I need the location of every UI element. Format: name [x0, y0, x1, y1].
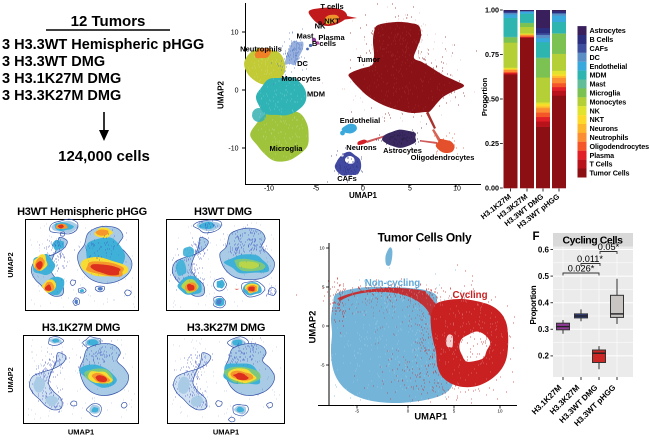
svg-text:H3WT DMG: H3WT DMG — [194, 206, 252, 218]
svg-text:0: 0 — [322, 324, 325, 329]
svg-text:CAFs: CAFs — [590, 44, 608, 53]
svg-text:Astrocytes: Astrocytes — [590, 26, 626, 35]
svg-text:Mast: Mast — [296, 32, 314, 41]
svg-text:3 H3.1K27M DMG: 3 H3.1K27M DMG — [2, 71, 121, 87]
svg-text:Tumor Cells: Tumor Cells — [590, 169, 630, 178]
svg-text:DC: DC — [590, 53, 600, 62]
svg-text:Proportion: Proportion — [529, 285, 538, 324]
svg-text:Oligodendrocytes: Oligodendrocytes — [411, 153, 475, 162]
svg-text:10: 10 — [231, 30, 239, 37]
svg-text:Monocytes: Monocytes — [281, 74, 320, 83]
svg-text:0.2: 0.2 — [538, 352, 550, 361]
svg-text:H3WT Hemispheric pHGG: H3WT Hemispheric pHGG — [17, 206, 147, 218]
svg-text:0.5: 0.5 — [538, 272, 550, 281]
svg-text:NK: NK — [315, 22, 326, 31]
svg-text:Endothelial: Endothelial — [590, 62, 628, 71]
svg-text:0: 0 — [407, 409, 410, 414]
svg-text:3 H3.3WT Hemispheric pHGG: 3 H3.3WT Hemispheric pHGG — [2, 37, 204, 53]
svg-text:NK: NK — [590, 106, 601, 115]
svg-text:Monocytes: Monocytes — [590, 97, 627, 106]
svg-text:UMAP1: UMAP1 — [213, 428, 239, 437]
svg-text:-10: -10 — [228, 146, 238, 153]
svg-text:DC: DC — [297, 59, 308, 68]
svg-text:Neurons: Neurons — [346, 143, 376, 152]
svg-text:1.00: 1.00 — [485, 6, 499, 15]
svg-text:0.25: 0.25 — [485, 139, 499, 148]
svg-text:0.011*: 0.011* — [577, 254, 603, 264]
svg-text:Non-cycling: Non-cycling — [365, 278, 421, 289]
svg-text:UMAP1: UMAP1 — [68, 428, 94, 437]
svg-text:Endothelial: Endothelial — [340, 116, 380, 125]
svg-text:5: 5 — [453, 409, 456, 414]
svg-text:Cycling: Cycling — [453, 290, 488, 301]
svg-text:B Cells: B Cells — [590, 35, 614, 44]
svg-text:5: 5 — [322, 285, 325, 290]
svg-text:B cells: B cells — [312, 39, 336, 48]
svg-text:10: 10 — [319, 246, 325, 251]
svg-text:Cycling Cells: Cycling Cells — [562, 235, 623, 247]
svg-text:NKT: NKT — [324, 17, 340, 26]
svg-text:Microglia: Microglia — [590, 89, 622, 98]
svg-text:-5: -5 — [313, 186, 319, 193]
svg-text:-5: -5 — [320, 363, 324, 368]
svg-text:10: 10 — [497, 409, 503, 414]
svg-text:0.05*: 0.05* — [598, 242, 620, 252]
svg-text:MDM: MDM — [590, 71, 607, 80]
svg-text:Neutrophils: Neutrophils — [240, 45, 282, 54]
svg-text:124,000 cells: 124,000 cells — [58, 148, 150, 165]
svg-text:Neurons: Neurons — [590, 124, 619, 133]
svg-text:Proportion: Proportion — [480, 77, 489, 116]
svg-text:Neutrophils: Neutrophils — [590, 133, 629, 142]
svg-text:Tumor Cells Only: Tumor Cells Only — [378, 231, 472, 245]
svg-text:0.50: 0.50 — [485, 95, 499, 104]
svg-text:-10: -10 — [264, 186, 274, 193]
svg-text:0: 0 — [361, 186, 365, 193]
svg-text:Astrocytes: Astrocytes — [383, 146, 422, 155]
svg-text:UMAP1: UMAP1 — [349, 191, 378, 200]
svg-text:UMAP2: UMAP2 — [6, 367, 15, 392]
svg-text:0.026*: 0.026* — [568, 264, 595, 274]
svg-text:0.4: 0.4 — [538, 299, 550, 308]
svg-text:0.00: 0.00 — [485, 184, 499, 193]
svg-text:UMAP1: UMAP1 — [414, 411, 447, 422]
svg-text:UMAP2: UMAP2 — [6, 252, 15, 277]
svg-text:Microglia: Microglia — [270, 144, 304, 153]
svg-text:Oligodendrocytes: Oligodendrocytes — [590, 142, 650, 151]
svg-text:0.75: 0.75 — [485, 50, 499, 59]
svg-text:F: F — [532, 231, 539, 243]
svg-text:10: 10 — [453, 186, 461, 193]
svg-text:0: 0 — [235, 88, 239, 95]
svg-text:H3.3K27M DMG: H3.3K27M DMG — [187, 322, 265, 334]
svg-text:0.6: 0.6 — [538, 245, 550, 254]
svg-text:T Cells: T Cells — [590, 160, 613, 169]
svg-text:0.3: 0.3 — [538, 325, 550, 334]
svg-text:3 H3.3WT DMG: 3 H3.3WT DMG — [2, 54, 105, 70]
svg-text:Plasma: Plasma — [590, 151, 616, 160]
svg-text:5: 5 — [408, 186, 412, 193]
svg-text:T cells: T cells — [320, 2, 343, 11]
svg-text:MDM: MDM — [307, 90, 325, 99]
svg-text:NKT: NKT — [590, 115, 605, 124]
svg-text:UMAP2: UMAP2 — [307, 311, 318, 344]
svg-text:12 Tumors: 12 Tumors — [71, 13, 146, 30]
svg-text:-5: -5 — [355, 409, 359, 414]
svg-text:H3.1K27M DMG: H3.1K27M DMG — [42, 322, 120, 334]
svg-text:CAFs: CAFs — [337, 174, 357, 183]
svg-text:UMAP2: UMAP2 — [217, 80, 226, 109]
svg-text:Plasma: Plasma — [318, 33, 345, 42]
svg-text:3 H3.3K27M DMG: 3 H3.3K27M DMG — [2, 88, 121, 104]
svg-text:Tumor: Tumor — [357, 55, 380, 64]
svg-text:Mast: Mast — [590, 80, 607, 89]
